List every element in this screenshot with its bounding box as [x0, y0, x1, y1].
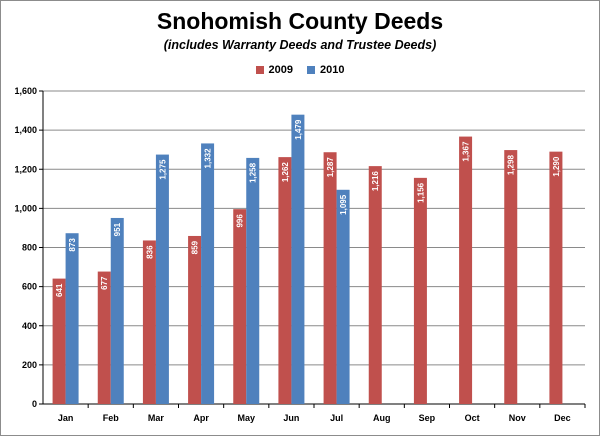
chart-legend: 2009 2010 — [0, 64, 600, 76]
bar-2009 — [504, 150, 518, 404]
data-label-2009: 996 — [236, 214, 245, 228]
legend-label-2009: 2009 — [268, 64, 293, 76]
bar-2009 — [368, 166, 382, 404]
data-label-2009: 1,216 — [371, 171, 380, 192]
data-label-2009: 1,367 — [462, 141, 471, 162]
bar-2010 — [201, 143, 215, 405]
y-tick-label: 1,000 — [14, 203, 37, 213]
legend-label-2010: 2010 — [320, 64, 345, 76]
data-label-2009: 1,298 — [507, 155, 516, 176]
data-label-2010: 951 — [113, 222, 122, 236]
data-label-2009: 677 — [100, 276, 109, 290]
y-tick-label: 600 — [22, 282, 37, 292]
y-tick-label: 0 — [32, 399, 37, 409]
bar-2009 — [549, 151, 563, 404]
bar-2009 — [413, 177, 427, 404]
x-tick-label: Jan — [58, 413, 74, 423]
y-tick-label: 200 — [22, 360, 37, 370]
bar-2010 — [155, 154, 169, 404]
data-label-2009: 836 — [145, 245, 154, 259]
x-tick-label: Dec — [554, 413, 571, 423]
x-tick-label: Jul — [330, 413, 343, 423]
legend-item-2010: 2010 — [307, 64, 344, 76]
chart-title: Snohomish County Deeds — [156, 8, 444, 34]
x-tick-label: Aug — [373, 413, 391, 423]
legend-swatch-2010 — [307, 66, 315, 74]
data-label-2009: 641 — [55, 283, 64, 297]
bar-2009 — [142, 240, 156, 404]
bar-2010 — [110, 217, 124, 404]
bar-2009 — [188, 235, 202, 404]
data-label-2009: 1,156 — [416, 182, 425, 203]
y-tick-label: 1,600 — [14, 86, 37, 96]
x-tick-label: Apr — [193, 413, 209, 423]
x-tick-label: May — [237, 413, 255, 423]
bar-2009 — [233, 209, 247, 404]
legend-swatch-2009 — [255, 66, 264, 74]
x-tick-label: Jun — [283, 413, 299, 423]
bar-2010 — [65, 233, 79, 404]
data-label-2010: 1,258 — [249, 162, 258, 183]
bar-2009 — [97, 271, 111, 404]
y-tick-label: 1,200 — [14, 164, 37, 174]
bar-2009 — [459, 136, 473, 404]
bar-2009 — [52, 278, 66, 404]
legend-item-2009: 2009 — [255, 64, 293, 76]
x-tick-label: Feb — [103, 413, 120, 423]
bar-2009 — [323, 152, 337, 404]
x-tick-label: Sep — [419, 413, 436, 423]
x-tick-label: Nov — [509, 413, 526, 423]
bar-2010 — [246, 157, 260, 404]
y-tick-label: 400 — [22, 321, 37, 331]
data-label-2010: 1,332 — [204, 148, 213, 169]
data-label-2010: 1,095 — [339, 194, 348, 215]
bar-2010 — [291, 114, 305, 404]
data-label-2009: 1,287 — [326, 157, 335, 178]
y-tick-label: 1,400 — [14, 125, 37, 135]
data-label-2009: 1,262 — [281, 162, 290, 183]
y-tick-label: 800 — [22, 243, 37, 253]
x-tick-label: Oct — [465, 413, 480, 423]
data-label-2010: 1,479 — [294, 119, 303, 140]
data-label-2009: 1,290 — [552, 156, 561, 177]
data-label-2010: 1,275 — [158, 159, 167, 180]
data-label-2009: 859 — [191, 240, 200, 254]
x-tick-label: Mar — [148, 413, 165, 423]
bar-2010 — [336, 189, 350, 404]
bar-2009 — [278, 157, 292, 404]
data-label-2010: 873 — [68, 238, 77, 252]
chart-subtitle: (includes Warranty Deeds and Trustee Dee… — [163, 38, 437, 52]
